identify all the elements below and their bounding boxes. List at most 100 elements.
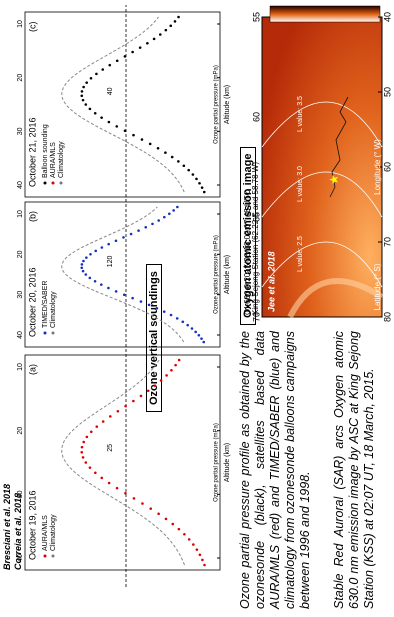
profile-point — [187, 538, 191, 541]
x-axis-label: Altitude (km) — [224, 85, 231, 124]
x-tick-label: 60 — [382, 162, 392, 172]
profile-point — [82, 85, 85, 89]
legend-marker — [51, 554, 55, 558]
plot-frame — [24, 201, 221, 348]
profile-point — [95, 425, 99, 428]
profile-point — [123, 55, 127, 58]
l-value: L value: 2.5 — [297, 236, 304, 272]
y-axis-label: Ozone partial pressure (mPa) — [214, 235, 220, 314]
profile-point — [158, 33, 162, 36]
y-axis-label: Ozone partial pressure (mPa) — [214, 65, 220, 144]
profile-point — [81, 456, 85, 459]
profile-point — [107, 242, 110, 246]
profile-point — [200, 186, 204, 189]
x-axis-label: Altitude (km) — [224, 255, 231, 294]
panel-date: October 19, 2016 — [27, 490, 37, 560]
x-tick-label: 10 — [17, 363, 24, 371]
profile-point — [152, 37, 156, 41]
profile-point — [190, 327, 194, 330]
profile-point — [200, 337, 203, 340]
profile-point — [88, 466, 92, 469]
profile-point — [146, 41, 149, 45]
profile-point — [108, 63, 112, 67]
time-label: OI-630.0 2015/03/18 02:07:48 UTC — [243, 189, 252, 315]
profile-point — [84, 461, 88, 464]
profile-point — [108, 415, 112, 418]
profile-point — [115, 486, 119, 490]
profile-point — [85, 81, 88, 84]
profile-point — [93, 279, 97, 283]
climatology — [61, 206, 185, 343]
profile-point — [198, 553, 202, 557]
emission-image — [261, 16, 383, 318]
profile-point — [114, 290, 118, 293]
profile-point — [149, 507, 153, 510]
profile-point — [85, 435, 89, 439]
profile-point — [101, 420, 105, 423]
plot-frame — [24, 11, 221, 198]
panel-label: (b) — [27, 211, 37, 222]
profile-point — [164, 28, 168, 32]
x-tick-label: 10 — [17, 20, 24, 28]
profile-point — [153, 384, 157, 387]
plot-frame — [24, 354, 221, 571]
profile-point — [168, 212, 171, 216]
profile-point — [132, 399, 135, 403]
profile-point — [95, 72, 98, 76]
legend-label: Climatology — [50, 514, 57, 551]
panel-date: October 20, 2016 — [27, 267, 37, 337]
profile-point — [195, 548, 199, 551]
x-axis-label: Longitude (° W) — [373, 139, 382, 195]
profile-point — [100, 246, 104, 249]
profile-point — [80, 90, 84, 93]
legend-label: Climatology — [50, 291, 57, 328]
peak-label: 25 — [107, 444, 114, 452]
x-tick-label: 30 — [17, 490, 24, 498]
profile-point — [144, 225, 148, 229]
profile-point — [202, 340, 206, 344]
profile-point — [174, 363, 177, 367]
profile-point — [177, 358, 181, 362]
profile-point — [100, 116, 103, 119]
profile-point — [157, 512, 160, 516]
profile-point — [81, 98, 85, 102]
profile-point — [132, 497, 136, 500]
profile-point — [124, 491, 127, 495]
profile-point — [107, 286, 110, 290]
profile-point — [148, 142, 152, 146]
profile-point — [89, 252, 92, 256]
profile-point — [194, 330, 197, 334]
panel-date: October 21, 2016 — [27, 117, 37, 187]
panel-label: (a) — [27, 364, 37, 375]
legend-label: AURA/MLS — [42, 515, 49, 551]
profile-point — [141, 502, 144, 505]
profile-point — [88, 107, 92, 111]
l-arcs — [261, 101, 383, 288]
profile-point — [195, 177, 198, 181]
profile-point — [107, 120, 111, 124]
profile-point — [123, 129, 127, 133]
panel-label: (c) — [27, 22, 37, 33]
profile-point — [122, 236, 125, 239]
profile-point — [84, 273, 88, 276]
profile-point — [176, 205, 179, 209]
x-tick-label: 30 — [17, 291, 24, 299]
x-tick-label: 20 — [17, 427, 24, 435]
profile-point — [101, 68, 105, 71]
x-tick-label: 10 — [17, 210, 24, 218]
profile-point — [164, 151, 167, 154]
profile-point — [177, 527, 181, 531]
profile-point — [197, 333, 201, 337]
profile-point — [191, 173, 195, 176]
profile-point — [192, 543, 195, 546]
profile-point — [147, 303, 151, 307]
profile-point — [89, 76, 93, 80]
profile-point — [165, 374, 168, 377]
coastline — [329, 96, 349, 198]
profile-point — [100, 476, 104, 480]
profile-point — [94, 249, 98, 253]
profile-point — [164, 517, 168, 521]
climatology — [61, 359, 185, 566]
